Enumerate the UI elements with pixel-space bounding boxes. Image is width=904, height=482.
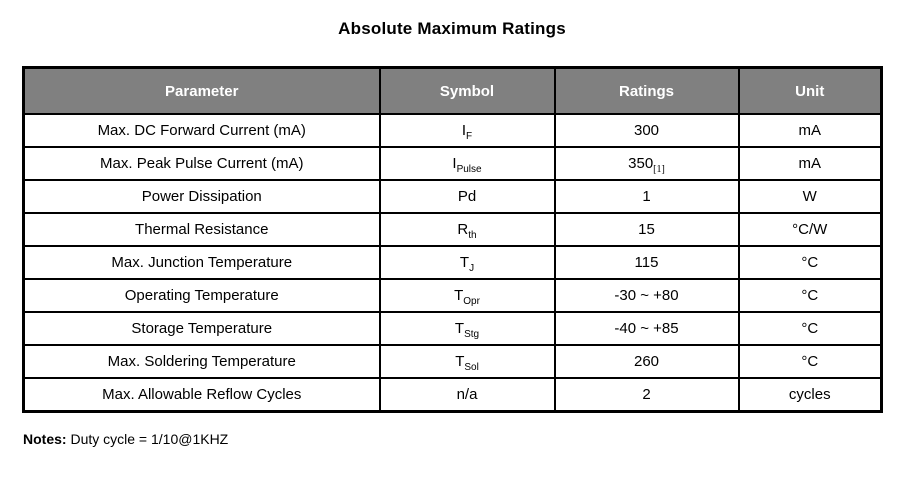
cell-rating: 15: [553, 212, 740, 247]
table-row: Max. Soldering Temperature TSol 260 °C: [22, 344, 883, 379]
cell-parameter: Power Dissipation: [22, 179, 381, 214]
cell-symbol: Rth: [378, 212, 556, 247]
column-header-parameter: Parameter: [22, 66, 381, 115]
cell-rating: 115: [553, 245, 740, 280]
cell-parameter: Storage Temperature: [22, 311, 381, 346]
table-row: Thermal Resistance Rth 15 °C/W: [22, 212, 883, 247]
cell-parameter: Thermal Resistance: [22, 212, 381, 247]
cell-unit: °C: [737, 311, 883, 346]
cell-unit: °C/W: [737, 212, 883, 247]
table-row: Max. Junction Temperature TJ 115 °C: [22, 245, 883, 280]
cell-rating: 350[1]: [553, 146, 740, 181]
cell-unit: mA: [737, 113, 883, 148]
cell-parameter: Max. Junction Temperature: [22, 245, 381, 280]
cell-symbol: IF: [378, 113, 556, 148]
cell-rating: -40 ~ +85: [553, 311, 740, 346]
cell-symbol: TJ: [378, 245, 556, 280]
notes-text: Duty cycle = 1/10@1KHZ: [66, 431, 229, 447]
cell-parameter: Operating Temperature: [22, 278, 381, 313]
cell-unit: mA: [737, 146, 883, 181]
cell-rating: 260: [553, 344, 740, 379]
cell-rating: -30 ~ +80: [553, 278, 740, 313]
table-header-row: Parameter Symbol Ratings Unit: [22, 66, 883, 115]
cell-symbol: Pd: [378, 179, 556, 214]
table-row: Storage Temperature TStg -40 ~ +85 °C: [22, 311, 883, 346]
cell-symbol: TStg: [378, 311, 556, 346]
cell-rating: 1: [553, 179, 740, 214]
table-row: Max. Peak Pulse Current (mA) IPulse 350[…: [22, 146, 883, 181]
notes: Notes: Duty cycle = 1/10@1KHZ: [23, 431, 228, 447]
page-title: Absolute Maximum Ratings: [338, 19, 566, 38]
cell-symbol: IPulse: [378, 146, 556, 181]
cell-unit: cycles: [737, 377, 883, 413]
cell-unit: °C: [737, 344, 883, 379]
absolute-maximum-ratings-table: Parameter Symbol Ratings Unit Max. DC Fo…: [22, 66, 883, 413]
cell-parameter: Max. Soldering Temperature: [22, 344, 381, 379]
cell-unit: °C: [737, 278, 883, 313]
column-header-unit: Unit: [737, 66, 883, 115]
cell-parameter: Max. DC Forward Current (mA): [22, 113, 381, 148]
cell-symbol: TOpr: [378, 278, 556, 313]
table-row: Operating Temperature TOpr -30 ~ +80 °C: [22, 278, 883, 313]
table-row: Power Dissipation Pd 1 W: [22, 179, 883, 214]
table-row: Max. Allowable Reflow Cycles n/a 2 cycle…: [22, 377, 883, 413]
cell-symbol: n/a: [378, 377, 556, 413]
column-header-symbol: Symbol: [378, 66, 556, 115]
table-row: Max. DC Forward Current (mA) IF 300 mA: [22, 113, 883, 148]
notes-label: Notes:: [23, 431, 67, 447]
cell-unit: °C: [737, 245, 883, 280]
cell-parameter: Max. Peak Pulse Current (mA): [22, 146, 381, 181]
column-header-ratings: Ratings: [553, 66, 740, 115]
cell-rating: 2: [553, 377, 740, 413]
cell-parameter: Max. Allowable Reflow Cycles: [22, 377, 381, 413]
cell-symbol: TSol: [378, 344, 556, 379]
cell-rating: 300: [553, 113, 740, 148]
cell-unit: W: [737, 179, 883, 214]
